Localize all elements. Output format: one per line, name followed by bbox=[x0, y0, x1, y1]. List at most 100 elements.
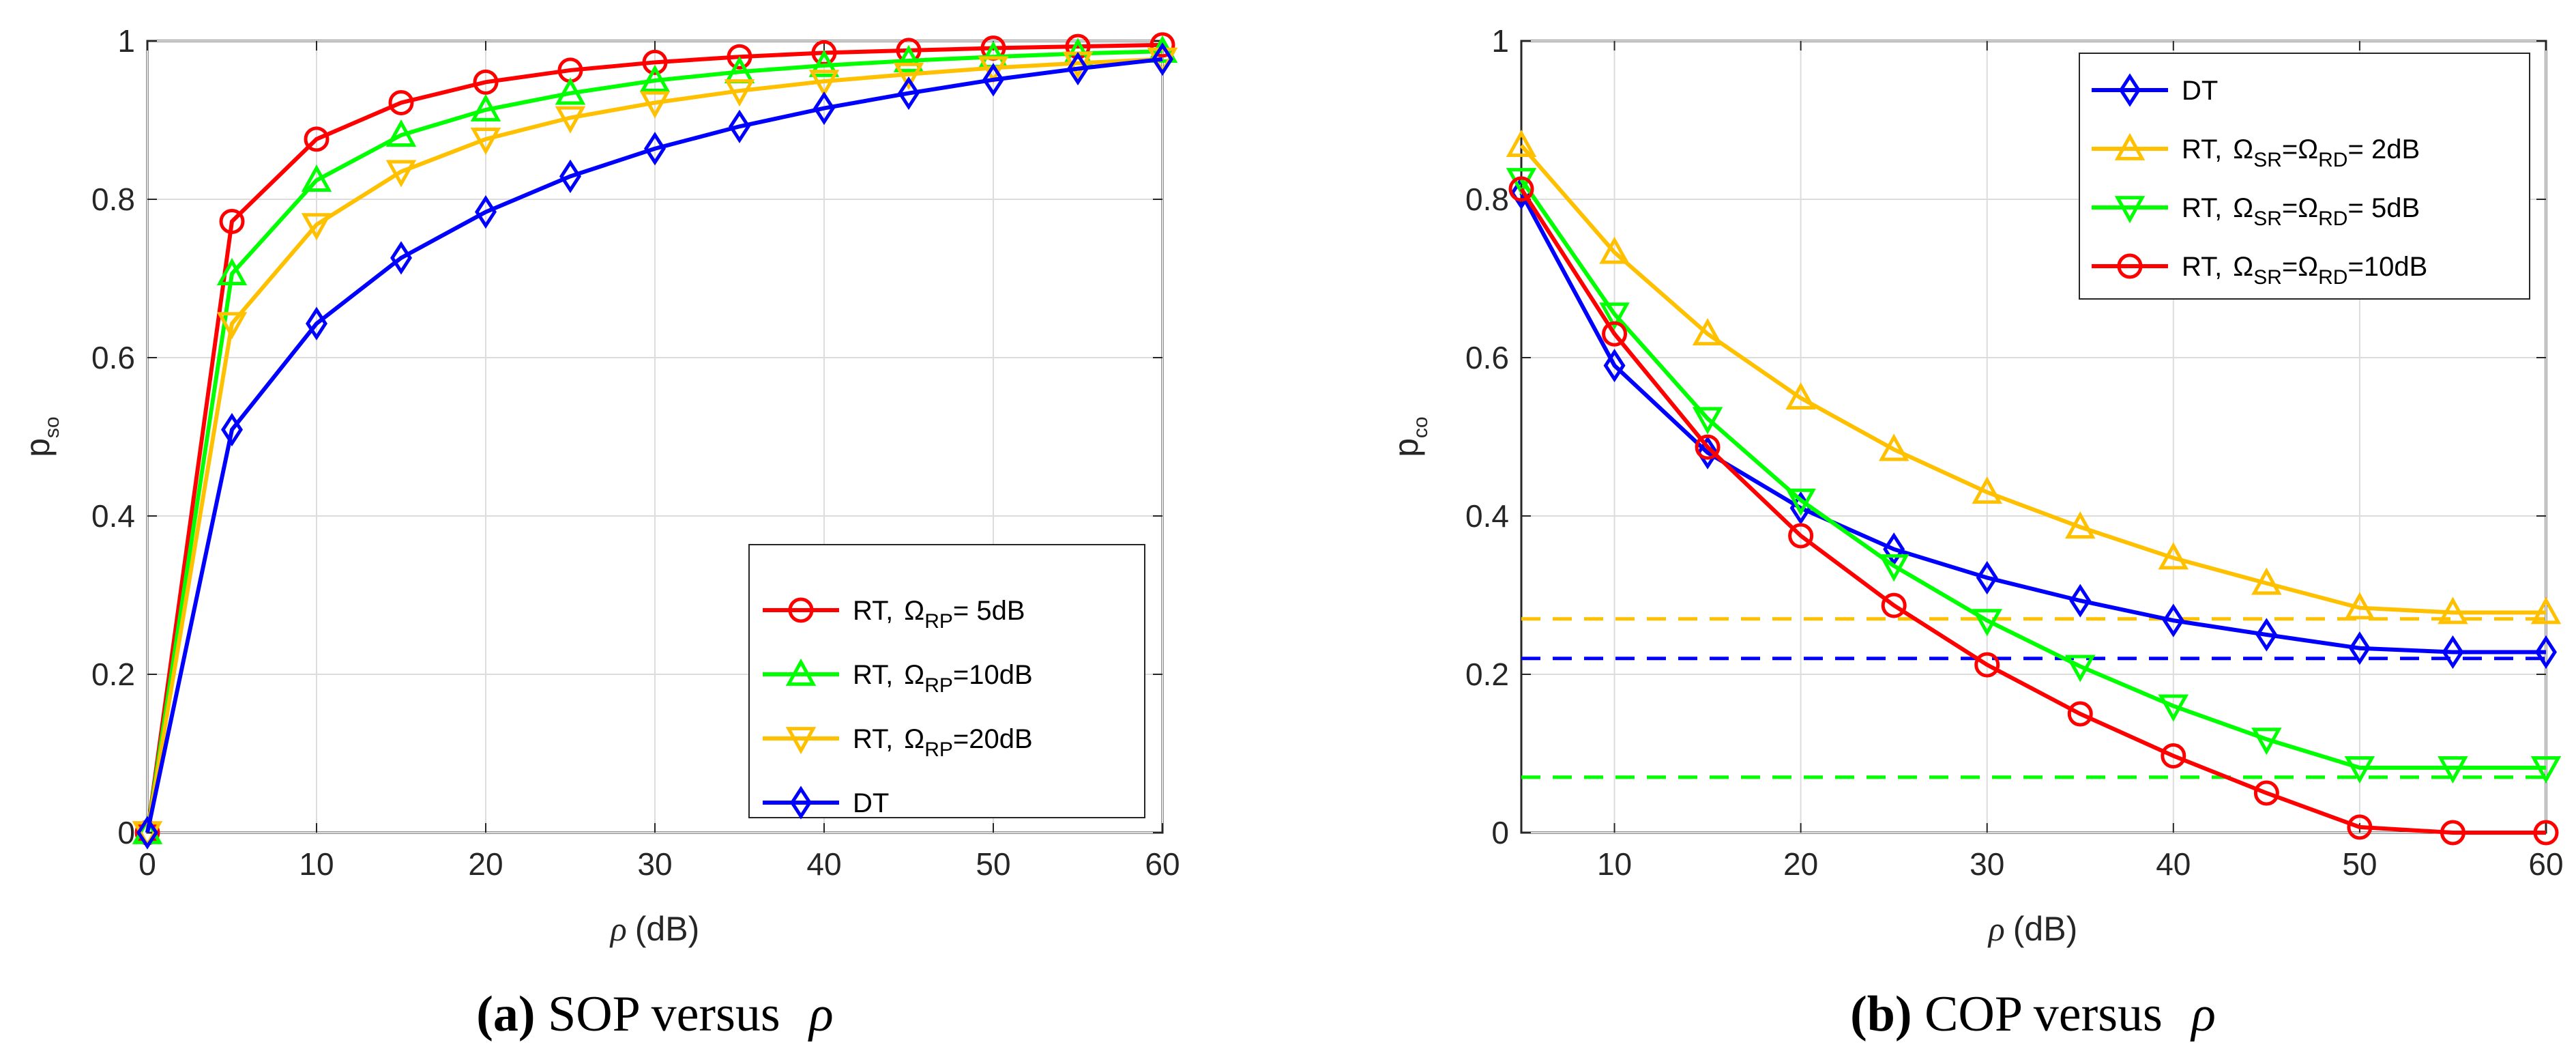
legend-swatch-marker bbox=[2114, 196, 2146, 224]
data-point bbox=[1785, 488, 1816, 516]
data-point bbox=[385, 119, 417, 147]
legend-label: DT bbox=[853, 788, 889, 818]
data-point bbox=[221, 412, 243, 447]
x-tick-label: 20 bbox=[468, 846, 503, 882]
data-point bbox=[2253, 780, 2279, 806]
y-tick-label: 0 bbox=[117, 815, 135, 850]
panel-a-sop-chart: 0 10 20 30 40 50 60 0 0.2 0.4 0.6 0.8 1 ρ (dB) pso RT… bbox=[18, 23, 1180, 1042]
data-point bbox=[1692, 318, 1723, 346]
data-point bbox=[978, 56, 1009, 84]
data-point bbox=[301, 213, 332, 241]
panel-b-caption: (b) COP versus ρ bbox=[1850, 986, 2216, 1042]
x-tick-label: 60 bbox=[1145, 846, 1180, 882]
data-point bbox=[473, 69, 499, 95]
data-point bbox=[1976, 560, 1998, 595]
data-point bbox=[813, 91, 835, 126]
data-point bbox=[475, 195, 497, 229]
y-tick-label: 0.4 bbox=[1465, 498, 1509, 534]
data-point bbox=[304, 126, 330, 152]
data-point bbox=[642, 49, 668, 75]
data-point bbox=[639, 91, 671, 119]
data-point bbox=[644, 132, 666, 166]
legend-label: DT bbox=[2182, 76, 2218, 106]
panel-a-caption: (a) SOP versus ρ bbox=[476, 986, 833, 1042]
legend-label: RT, ΩSR=ΩRD= 2dB bbox=[2182, 134, 2420, 171]
legend-item: DT bbox=[2092, 73, 2218, 107]
data-point bbox=[2438, 756, 2468, 784]
data-point bbox=[2158, 542, 2189, 570]
data-point bbox=[893, 62, 924, 90]
data-point bbox=[1883, 532, 1905, 566]
data-point bbox=[2065, 511, 2096, 539]
panel-b-y-axis-label: pco bbox=[1387, 416, 1432, 457]
data-point bbox=[1602, 321, 1628, 347]
data-point bbox=[216, 312, 248, 340]
panel-a-series bbox=[132, 32, 1178, 850]
data-point bbox=[1067, 52, 1089, 86]
data-point bbox=[893, 44, 924, 72]
legend-label: RT, ΩRP=20dB bbox=[853, 724, 1033, 761]
panel-b-legend-box bbox=[2079, 53, 2530, 300]
series-line bbox=[145, 57, 1163, 833]
data-point bbox=[388, 89, 414, 115]
x-tick-label: 50 bbox=[2342, 846, 2377, 882]
legend-label: RT, ΩSR=ΩRD=10dB bbox=[2182, 252, 2427, 289]
data-point bbox=[1785, 382, 1816, 410]
data-point bbox=[2251, 728, 2282, 756]
x-tick-label: 20 bbox=[1783, 846, 1818, 882]
x-tick-label: 60 bbox=[2528, 846, 2563, 882]
data-point bbox=[2530, 756, 2562, 784]
legend-swatch-marker bbox=[2114, 132, 2146, 160]
data-point bbox=[1788, 523, 1814, 549]
legend-item: DT bbox=[763, 786, 889, 820]
legend-swatch-marker bbox=[2117, 253, 2143, 279]
y-tick-label: 0.2 bbox=[1465, 657, 1509, 692]
panel-a-ticks: 0 10 20 30 40 50 60 0 0.2 0.4 0.6 0.8 1 bbox=[91, 23, 1180, 882]
y-tick-label: 0.4 bbox=[91, 498, 135, 534]
panel-a-y-axis-label: pso bbox=[18, 416, 63, 457]
panel-b-series bbox=[1506, 129, 2562, 846]
legend-item: RT, ΩRP=20dB bbox=[763, 724, 1033, 761]
data-point bbox=[1972, 609, 2002, 637]
legend-swatch-marker bbox=[788, 597, 814, 623]
data-point bbox=[808, 70, 840, 98]
data-point bbox=[1506, 129, 1537, 158]
data-point bbox=[2442, 635, 2464, 670]
data-point bbox=[1150, 32, 1175, 58]
data-point bbox=[555, 106, 586, 134]
panel-a-legend: RT, ΩRP= 5dB RT, ΩRP=10dB RT, ΩRP=20dB DT bbox=[748, 544, 1145, 820]
series-line bbox=[145, 42, 1163, 833]
panel-a-x-axis-label: ρ (dB) bbox=[609, 910, 699, 948]
x-tick-label: 30 bbox=[1970, 846, 2004, 882]
legend-swatch-marker bbox=[785, 658, 817, 686]
legend-item: RT, ΩSR=ΩRD= 5dB bbox=[2092, 193, 2420, 230]
data-point bbox=[982, 63, 1004, 97]
series-line bbox=[1519, 144, 2546, 615]
data-point bbox=[2530, 597, 2562, 624]
data-point bbox=[1878, 554, 1909, 582]
data-point bbox=[2348, 631, 2371, 665]
data-point bbox=[1974, 652, 2000, 678]
panel-b-cop-chart: 10 20 30 40 50 60 0 0.2 0.4 0.6 0.8 1 ρ (dB) pco DT R… bbox=[1387, 23, 2564, 1042]
data-point bbox=[385, 160, 417, 188]
data-point bbox=[1878, 433, 1909, 461]
legend-label: RT, ΩSR=ΩRD= 5dB bbox=[2182, 193, 2420, 230]
series-3 bbox=[136, 42, 1173, 850]
y-tick-label: 1 bbox=[1491, 23, 1509, 59]
data-point bbox=[470, 94, 501, 121]
data-point bbox=[1697, 435, 1719, 470]
legend-swatch-marker bbox=[2119, 73, 2141, 107]
legend-swatch-marker bbox=[785, 727, 817, 755]
x-tick-label: 0 bbox=[138, 846, 156, 882]
y-tick-label: 0.6 bbox=[1465, 340, 1509, 375]
data-point bbox=[390, 241, 412, 275]
panel-b-legend: DT RT, ΩSR=ΩRD= 2dB RT, ΩSR=ΩRD= 5dB RT, ΩSR=Ω… bbox=[2079, 53, 2530, 300]
data-point bbox=[1972, 476, 2002, 504]
data-point bbox=[1508, 176, 1534, 202]
data-point bbox=[216, 257, 248, 285]
series-line bbox=[1519, 192, 2546, 655]
panel-b-ticks: 10 20 30 40 50 60 0 0.2 0.4 0.6 0.8 1 bbox=[1465, 23, 2564, 882]
data-point bbox=[2161, 743, 2186, 768]
data-point bbox=[301, 164, 332, 192]
